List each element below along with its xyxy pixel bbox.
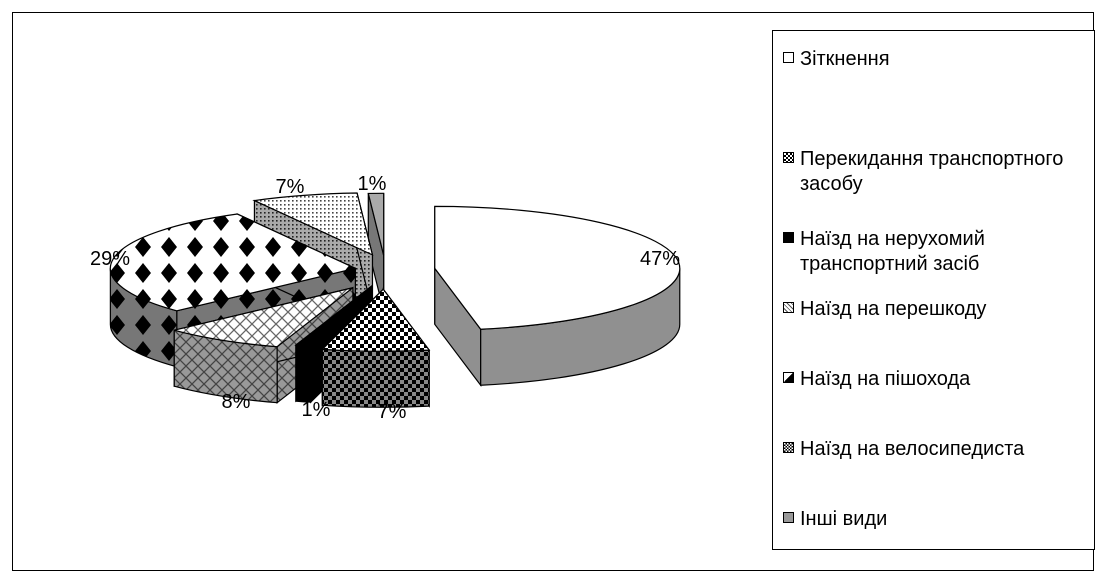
legend-label: Наїзд на перешкоду (800, 298, 987, 320)
data-label: 47% (640, 248, 680, 270)
legend-swatch (783, 52, 794, 63)
legend-item: Наїзд на нерухомий транспортний засіб (783, 227, 1095, 277)
legend-swatch (783, 152, 794, 163)
legend-label: Наїзд на нерухомий транспортний засіб (800, 228, 985, 275)
legend-swatch (783, 302, 794, 313)
legend-swatch (783, 372, 794, 383)
pie-slice (320, 287, 431, 408)
legend-label: Зіткнення (800, 48, 890, 70)
pie-slice (434, 205, 681, 388)
data-label: 7% (276, 176, 305, 198)
legend-item: Зіткнення (783, 47, 1095, 72)
data-label: 29% (90, 248, 130, 270)
legend-item: Перекидання транспортного засобу (783, 147, 1095, 197)
legend-label: Наїзд на пішохода (800, 368, 971, 390)
data-label: 8% (222, 391, 251, 413)
legend-item: Наїзд на велосипедиста (783, 437, 1095, 462)
legend-item: Інші види (783, 507, 1095, 532)
legend-swatch (783, 232, 794, 243)
legend-swatch (783, 512, 794, 523)
data-label: 1% (302, 399, 331, 421)
legend-swatch (783, 442, 794, 453)
legend-label: Перекидання транспортного засобу (800, 148, 1064, 195)
data-label: 1% (358, 173, 387, 195)
legend: Зіткнення Перекидання транспортного засоб… (772, 30, 1095, 550)
data-label: 7% (378, 401, 407, 423)
legend-item: Наїзд на пішохода (783, 367, 1095, 392)
legend-label: Наїзд на велосипедиста (800, 438, 1025, 460)
legend-label: Інші види (800, 508, 888, 530)
legend-item: Наїзд на перешкоду (783, 297, 1095, 322)
